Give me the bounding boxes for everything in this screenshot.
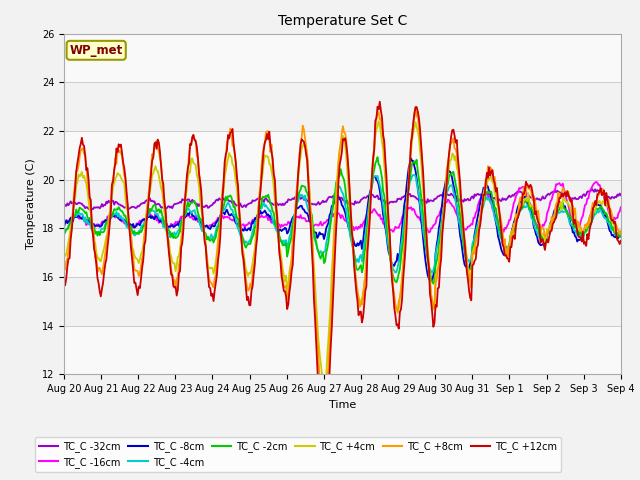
TC_C -8cm: [428, 278, 436, 284]
Bar: [64, 326, 621, 374]
Line: TC_C -2cm: TC_C -2cm: [64, 157, 621, 284]
TC_C -32cm: [617, 192, 625, 198]
TC_C -4cm: [606, 223, 614, 228]
TC_C -2cm: [606, 219, 614, 225]
TC_C -32cm: [518, 190, 525, 195]
TC_C +12cm: [320, 454, 328, 459]
TC_C -8cm: [392, 259, 399, 265]
TC_C -16cm: [593, 179, 600, 185]
TC_C -2cm: [328, 213, 335, 218]
TC_C -32cm: [60, 204, 68, 210]
TC_C -4cm: [60, 231, 68, 237]
TC_C +12cm: [326, 370, 333, 375]
TC_C +4cm: [362, 252, 370, 258]
Bar: [64, 228, 621, 277]
TC_C -8cm: [617, 229, 625, 235]
TC_C -2cm: [617, 232, 625, 238]
TC_C +4cm: [606, 212, 614, 217]
TC_C -32cm: [326, 194, 333, 200]
TC_C -8cm: [328, 203, 335, 209]
TC_C -2cm: [60, 229, 68, 235]
TC_C +8cm: [606, 205, 614, 211]
TC_C -4cm: [428, 270, 436, 276]
TC_C +12cm: [394, 322, 401, 327]
TC_C -4cm: [328, 211, 335, 216]
TC_C -32cm: [393, 199, 401, 204]
TC_C -32cm: [329, 193, 337, 199]
Bar: [64, 131, 621, 180]
Bar: [64, 34, 621, 82]
TC_C -8cm: [60, 224, 68, 230]
TC_C -16cm: [362, 217, 369, 223]
TC_C +4cm: [617, 228, 625, 234]
TC_C +8cm: [412, 106, 419, 111]
TC_C -4cm: [324, 228, 332, 234]
TC_C +12cm: [60, 280, 68, 286]
TC_C -8cm: [362, 220, 369, 226]
TC_C +12cm: [617, 238, 625, 244]
TC_C -2cm: [374, 154, 381, 160]
TC_C -4cm: [617, 232, 625, 238]
TC_C -8cm: [606, 228, 614, 234]
TC_C -32cm: [362, 195, 370, 201]
TC_C +12cm: [519, 191, 527, 197]
TC_C -8cm: [407, 156, 415, 161]
TC_C -16cm: [617, 204, 625, 210]
TC_C -2cm: [393, 279, 401, 285]
TC_C +8cm: [60, 268, 68, 274]
TC_C +8cm: [617, 229, 625, 235]
Line: TC_C +4cm: TC_C +4cm: [64, 121, 621, 392]
TC_C +12cm: [606, 206, 614, 212]
TC_C -4cm: [519, 205, 527, 211]
TC_C -4cm: [410, 172, 417, 178]
TC_C -32cm: [87, 208, 95, 214]
TC_C -32cm: [588, 186, 596, 192]
TC_C -2cm: [519, 205, 527, 211]
Line: TC_C -32cm: TC_C -32cm: [64, 189, 621, 211]
Line: TC_C -4cm: TC_C -4cm: [64, 175, 621, 273]
TC_C +4cm: [320, 389, 328, 395]
TC_C -4cm: [392, 270, 399, 276]
TC_C -16cm: [324, 217, 332, 223]
TC_C +4cm: [394, 310, 401, 316]
Line: TC_C -16cm: TC_C -16cm: [64, 182, 621, 232]
Line: TC_C -8cm: TC_C -8cm: [64, 158, 621, 281]
TC_C +8cm: [519, 196, 527, 202]
TC_C -2cm: [324, 239, 332, 244]
Title: Temperature Set C: Temperature Set C: [278, 14, 407, 28]
TC_C -8cm: [519, 195, 527, 201]
TC_C +12cm: [329, 298, 337, 303]
Text: WP_met: WP_met: [70, 44, 123, 57]
TC_C +8cm: [393, 306, 401, 312]
TC_C -16cm: [392, 224, 399, 229]
TC_C -8cm: [324, 220, 332, 226]
Line: TC_C +8cm: TC_C +8cm: [64, 108, 621, 427]
TC_C -32cm: [606, 195, 614, 201]
Line: TC_C +12cm: TC_C +12cm: [64, 102, 621, 456]
TC_C +4cm: [60, 255, 68, 261]
X-axis label: Time: Time: [329, 400, 356, 409]
TC_C -16cm: [518, 185, 525, 191]
TC_C -16cm: [60, 218, 68, 224]
TC_C +8cm: [326, 339, 333, 345]
TC_C +4cm: [329, 251, 337, 257]
Y-axis label: Temperature (C): Temperature (C): [26, 158, 36, 250]
TC_C +8cm: [362, 258, 370, 264]
TC_C +12cm: [362, 284, 370, 289]
TC_C -16cm: [425, 229, 433, 235]
TC_C -4cm: [362, 234, 369, 240]
TC_C +12cm: [376, 99, 383, 105]
TC_C -2cm: [429, 281, 437, 287]
Legend: TC_C -32cm, TC_C -16cm, TC_C -8cm, TC_C -4cm, TC_C -2cm, TC_C +4cm, TC_C +8cm, T: TC_C -32cm, TC_C -16cm, TC_C -8cm, TC_C …: [35, 437, 561, 472]
TC_C +8cm: [329, 272, 337, 277]
TC_C +4cm: [519, 203, 527, 208]
TC_C -16cm: [606, 211, 614, 217]
TC_C +8cm: [320, 424, 328, 430]
TC_C -16cm: [328, 211, 335, 217]
TC_C -2cm: [362, 245, 369, 251]
TC_C +4cm: [375, 119, 383, 124]
TC_C +4cm: [326, 317, 333, 323]
